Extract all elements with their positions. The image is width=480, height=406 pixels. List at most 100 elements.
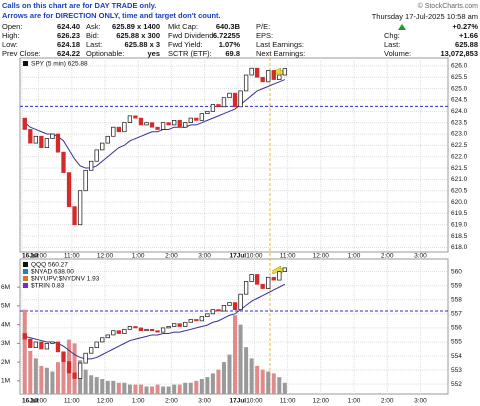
- candle: [94, 149, 99, 162]
- candle: [205, 110, 210, 114]
- x-tick-label: 1:00: [132, 398, 145, 405]
- candle: [172, 120, 177, 126]
- candle: [216, 309, 221, 312]
- volume-bar: [221, 362, 226, 394]
- candle: [138, 117, 144, 126]
- candle: [66, 361, 72, 374]
- candle: [83, 169, 88, 192]
- quote-value: 625.88 x 3: [125, 40, 160, 49]
- x-tick-label: 12:00: [97, 398, 114, 405]
- x-tick-label: 2:00: [165, 253, 178, 260]
- y-tick-label: 618.0: [451, 244, 468, 251]
- candle: [210, 104, 216, 112]
- y-tick-label: 625.5: [451, 74, 468, 81]
- volume-tick-label: 4M: [1, 321, 10, 328]
- volume-bar: [244, 347, 249, 394]
- candle: [160, 122, 166, 130]
- y-tick-label: 619.5: [451, 210, 468, 217]
- candle: [221, 97, 227, 108]
- candle: [94, 341, 99, 348]
- quote-label: Last Earnings:: [256, 40, 304, 49]
- candle: [188, 319, 193, 323]
- x-tick-label: 10:00: [30, 398, 47, 405]
- quote-value: 626.23: [57, 31, 80, 40]
- candle: [77, 190, 83, 226]
- y-tick-label: 557: [451, 311, 462, 318]
- quote-label: High:: [2, 31, 20, 40]
- candle: [72, 206, 77, 226]
- quote-value: 625.88 x 300: [116, 31, 160, 40]
- y-tick-label: 620.5: [451, 187, 468, 194]
- x-tick-label: 11:00: [64, 253, 80, 260]
- candle: [243, 281, 249, 295]
- candle: [133, 115, 138, 119]
- candle: [39, 135, 44, 148]
- candle: [28, 129, 33, 144]
- y-tick-label: 560: [451, 268, 462, 275]
- candle: [194, 319, 199, 322]
- quote-value: +0.27%: [452, 22, 478, 31]
- volume-bar: [94, 377, 99, 394]
- volume-bar: [138, 384, 143, 394]
- volume-bar: [89, 375, 94, 394]
- quote-label: Prev Close:: [2, 49, 41, 58]
- candle: [249, 67, 254, 76]
- candle: [183, 321, 188, 327]
- volume-bar: [260, 369, 265, 394]
- candle: [138, 327, 144, 332]
- candle: [260, 76, 265, 83]
- candle: [22, 117, 27, 130]
- candle: [61, 151, 66, 173]
- y-tick-label: 623.0: [451, 131, 468, 138]
- volume-tick-label: 3M: [1, 340, 10, 347]
- y-tick-label: 624.0: [451, 108, 468, 115]
- candle: [100, 142, 105, 151]
- candle: [199, 113, 204, 121]
- candle: [260, 283, 265, 289]
- x-tick-label: 12:00: [313, 253, 330, 260]
- quote-label: Mkt Cap:: [168, 22, 198, 31]
- quote-label: Low:: [2, 40, 18, 49]
- y-tick-label: 559: [451, 282, 462, 289]
- volume-bar: [233, 315, 238, 394]
- candle: [232, 92, 238, 108]
- volume-bar: [172, 384, 177, 394]
- volume-tick-label: 2M: [1, 359, 10, 366]
- candle: [44, 138, 50, 148]
- candle: [55, 133, 61, 153]
- legend-swatch: [23, 283, 28, 288]
- y-tick-label: 618.5: [451, 233, 468, 240]
- quote-label: P/E:: [256, 22, 270, 31]
- candle: [227, 302, 232, 306]
- quote-value: 624.18: [57, 40, 80, 49]
- candle: [266, 276, 271, 289]
- credit: © StockCharts.com: [418, 2, 479, 10]
- legend-swatch: [23, 61, 28, 66]
- x-tick-label: 3:00: [198, 398, 211, 405]
- volume-bar: [194, 380, 199, 394]
- y-tick-label: 622.0: [451, 153, 468, 160]
- y-tick-label: 552: [451, 381, 462, 388]
- legend-entry: QQQ 560.27: [31, 262, 68, 269]
- volume-bar: [50, 371, 55, 394]
- y-tick-label: 621.0: [451, 176, 468, 183]
- volume-bar: [161, 386, 166, 394]
- volume-bar: [227, 354, 232, 394]
- candle: [199, 316, 204, 322]
- y-tick-label: 623.5: [451, 119, 468, 126]
- candle: [216, 104, 221, 108]
- volume-bar: [122, 382, 127, 394]
- volume-bar: [28, 350, 33, 394]
- candle: [22, 333, 27, 340]
- volume-bar: [22, 309, 27, 394]
- upper-panel: [19, 57, 449, 253]
- volume-bar: [216, 369, 221, 394]
- volume-bar: [39, 365, 44, 394]
- note-line: Calls on this chart are for DAY TRADE on…: [2, 1, 156, 10]
- x-tick-label: 10:00: [246, 253, 263, 260]
- volume-bar: [150, 386, 155, 394]
- quote-label: Ask:: [86, 22, 101, 31]
- note-box: [0, 0, 480, 22]
- x-tick-label: 2:00: [381, 253, 394, 260]
